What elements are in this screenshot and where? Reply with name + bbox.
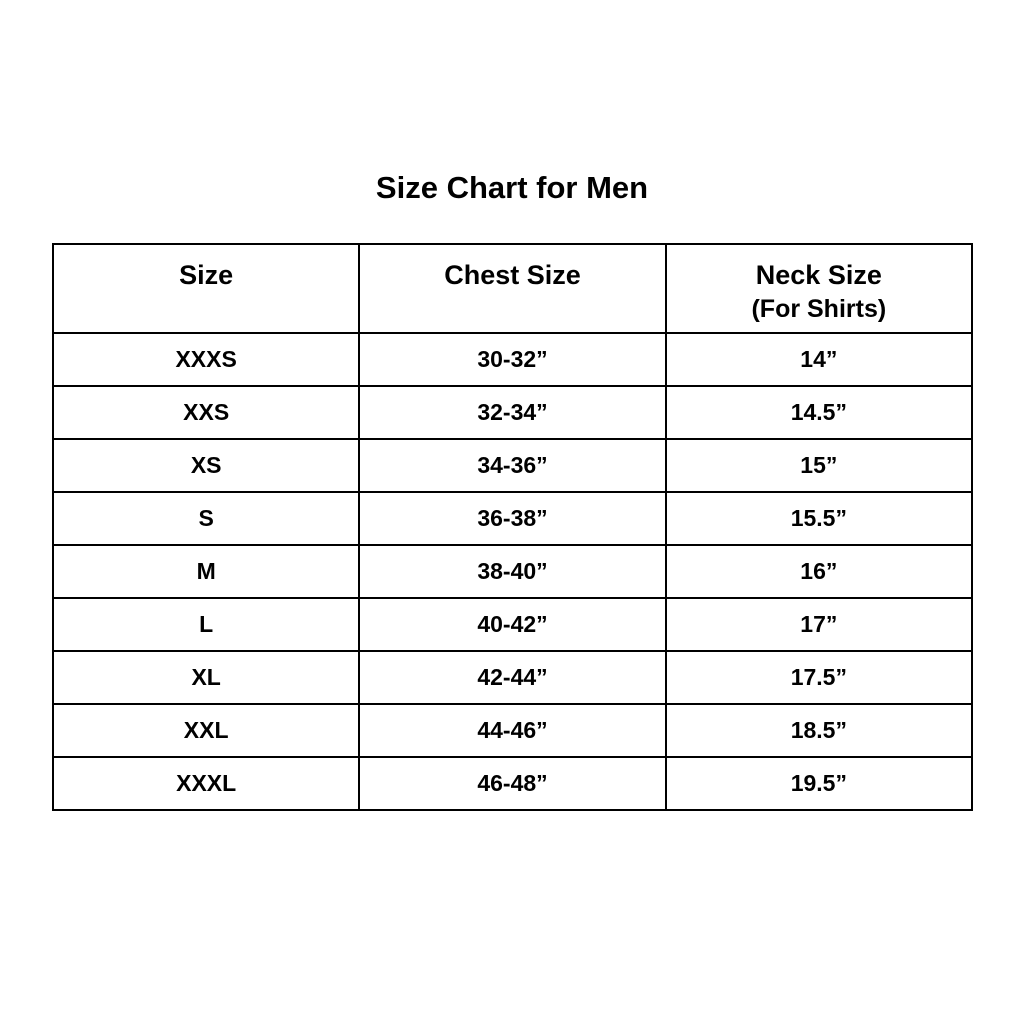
neck-size-cell: 14.5” [664,385,974,440]
neck-size-cell: 15” [664,438,974,493]
header-sublabel: (For Shirts) [751,295,887,323]
chest-size-cell: 36-38” [358,491,667,546]
neck-size-cell: 14” [664,332,974,387]
header-label: Chest Size [444,260,581,290]
header-size: Size [51,243,361,334]
header-label: Size [179,260,234,290]
size-cell: XXXL [51,756,361,811]
size-cell: XXS [51,385,361,440]
size-cell: M [51,544,361,599]
size-cell: XS [51,438,361,493]
size-cell: XXXS [51,332,361,387]
table-row: XXL 44-46” 18.5” [51,703,974,758]
chest-size-cell: 38-40” [358,544,667,599]
header-label: Neck Size [755,260,882,290]
size-cell: XL [51,650,361,705]
chest-size-cell: 34-36” [358,438,667,493]
table-row: L 40-42” 17” [51,597,974,652]
neck-size-cell: 19.5” [664,756,974,811]
table-row: S 36-38” 15.5” [51,491,974,546]
table-row: XXXS 30-32” 14” [51,332,974,387]
table-row: XXS 32-34” 14.5” [51,385,974,440]
neck-size-cell: 17.5” [664,650,974,705]
chest-size-cell: 30-32” [358,332,667,387]
size-cell: S [51,491,361,546]
neck-size-cell: 16” [664,544,974,599]
table-row: XS 34-36” 15” [51,438,974,493]
size-chart-table: Size Chest Size Neck Size (For Shirts) XX… [51,243,974,811]
header-row: Size Chest Size Neck Size (For Shirts) [51,243,974,334]
table-row: XL 42-44” 17.5” [51,650,974,705]
table-row: M 38-40” 16” [51,544,974,599]
neck-size-cell: 17” [664,597,974,652]
chest-size-cell: 42-44” [358,650,667,705]
header-chest-size: Chest Size [358,243,667,334]
neck-size-cell: 18.5” [664,703,974,758]
chest-size-cell: 32-34” [358,385,667,440]
size-cell: L [51,597,361,652]
neck-size-cell: 15.5” [664,491,974,546]
chest-size-cell: 40-42” [358,597,667,652]
chest-size-cell: 44-46” [358,703,667,758]
page-title: Size Chart for Men [375,170,649,205]
table-row: XXXL 46-48” 19.5” [51,756,974,811]
size-cell: XXL [51,703,361,758]
chest-size-cell: 46-48” [358,756,667,811]
header-neck-size: Neck Size (For Shirts) [664,243,974,334]
